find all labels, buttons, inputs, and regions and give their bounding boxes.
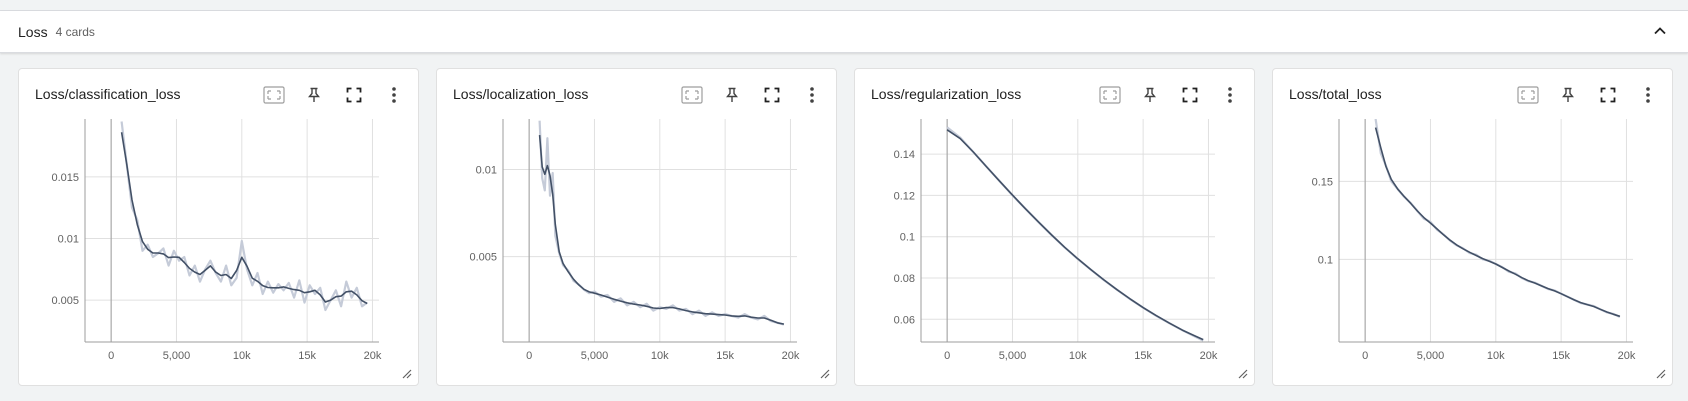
- y-tick-label: 0.005: [469, 252, 497, 264]
- more-vert-icon: [810, 87, 814, 103]
- card-title: Loss/regularization_loss: [871, 86, 1022, 102]
- y-tick-label: 0.01: [476, 165, 497, 177]
- y-tick-label: 0.14: [894, 149, 915, 161]
- chart-card: Loss/localization_loss 0.005 0.01 0 5,000 10…: [436, 68, 837, 386]
- line-chart[interactable]: 0.1 0.15 0 5,000 10k 15k 20k: [1273, 114, 1672, 374]
- series-smoothed-line: [538, 135, 785, 325]
- x-tick-label: 20k: [1618, 350, 1636, 362]
- y-tick-label: 0.12: [894, 190, 915, 202]
- series-smoothed-line: [120, 132, 368, 305]
- resize-handle-icon[interactable]: [1654, 367, 1666, 379]
- x-tick-label: 15k: [716, 350, 734, 362]
- pin-button[interactable]: [298, 81, 330, 109]
- card-title: Loss/total_loss: [1289, 86, 1382, 102]
- more-options-button[interactable]: [796, 81, 828, 109]
- fullscreen-icon: [764, 87, 780, 103]
- fit-domain-icon: [681, 86, 703, 104]
- pin-button[interactable]: [716, 81, 748, 109]
- x-tick-label: 10k: [1487, 350, 1505, 362]
- y-tick-label: 0.08: [894, 273, 915, 285]
- x-tick-label: 15k: [1134, 350, 1152, 362]
- card-title: Loss/classification_loss: [35, 86, 181, 102]
- card-title: Loss/localization_loss: [453, 86, 589, 102]
- card-toolbar: [250, 81, 410, 109]
- more-vert-icon: [1646, 87, 1650, 103]
- pin-button[interactable]: [1552, 81, 1584, 109]
- x-tick-label: 20k: [1200, 350, 1218, 362]
- more-vert-icon: [392, 87, 396, 103]
- group-card-count: 4 cards: [55, 24, 95, 39]
- series-raw-line: [946, 126, 1204, 342]
- fullscreen-button[interactable]: [756, 81, 788, 109]
- resize-handle-icon[interactable]: [400, 367, 412, 379]
- y-tick-label: 0.15: [1312, 176, 1333, 188]
- chevron-up-icon: [1654, 27, 1666, 35]
- fullscreen-button[interactable]: [1592, 81, 1624, 109]
- y-tick-label: 0.1: [1318, 254, 1333, 266]
- pin-icon: [726, 87, 738, 102]
- fit-domain-button[interactable]: [258, 81, 290, 109]
- fit-domain-icon: [263, 86, 285, 104]
- y-tick-label: 0.1: [900, 232, 915, 244]
- group-title: Loss: [18, 23, 48, 40]
- x-tick-label: 10k: [233, 350, 251, 362]
- x-tick-label: 10k: [1069, 350, 1087, 362]
- card-toolbar: [668, 81, 828, 109]
- resize-handle-icon[interactable]: [818, 367, 830, 379]
- x-tick-label: 0: [526, 350, 532, 362]
- x-tick-label: 5,000: [581, 350, 609, 362]
- pin-icon: [1562, 87, 1574, 102]
- series-smoothed-line: [946, 129, 1204, 341]
- x-tick-label: 15k: [298, 350, 316, 362]
- x-tick-label: 0: [944, 350, 950, 362]
- fullscreen-button[interactable]: [1174, 81, 1206, 109]
- collapse-button[interactable]: [1648, 19, 1672, 43]
- x-tick-label: 15k: [1552, 350, 1570, 362]
- y-tick-label: 0.015: [51, 172, 79, 184]
- y-tick-label: 0.01: [58, 234, 79, 246]
- series-raw-line: [1374, 119, 1621, 318]
- y-tick-label: 0.005: [51, 295, 79, 307]
- x-tick-label: 0: [108, 350, 114, 362]
- card-toolbar: [1086, 81, 1246, 109]
- series-raw-line: [120, 121, 368, 312]
- more-options-button[interactable]: [1632, 81, 1664, 109]
- group-header[interactable]: Loss 4 cards: [0, 11, 1688, 53]
- top-strip: [0, 0, 1688, 11]
- series-smoothed-line: [1374, 127, 1621, 318]
- fullscreen-icon: [1182, 87, 1198, 103]
- fullscreen-button[interactable]: [338, 81, 370, 109]
- line-chart[interactable]: 0.005 0.01 0.015 0 5,000 10k 15k 20k: [19, 114, 418, 374]
- resize-handle-icon[interactable]: [1236, 367, 1248, 379]
- more-options-button[interactable]: [378, 81, 410, 109]
- chart-card: Loss/classification_loss 0.005 0.01 0.015 0…: [18, 68, 419, 386]
- x-tick-label: 20k: [782, 350, 800, 362]
- pin-icon: [1144, 87, 1156, 102]
- x-tick-label: 5,000: [999, 350, 1027, 362]
- fit-domain-icon: [1517, 86, 1539, 104]
- fit-domain-icon: [1099, 86, 1121, 104]
- x-tick-label: 0: [1362, 350, 1368, 362]
- x-tick-label: 20k: [364, 350, 382, 362]
- series-raw-line: [538, 120, 785, 326]
- card-toolbar: [1504, 81, 1664, 109]
- fit-domain-button[interactable]: [1512, 81, 1544, 109]
- line-chart[interactable]: 0.06 0.08 0.1 0.12 0.14 0 5,000 10k 15k 20k: [855, 114, 1254, 374]
- fullscreen-icon: [346, 87, 362, 103]
- more-vert-icon: [1228, 87, 1232, 103]
- chart-card: Loss/total_loss 0.1 0.15 0 5,000 10k 15k 20k: [1272, 68, 1673, 386]
- x-tick-label: 5,000: [163, 350, 191, 362]
- fit-domain-button[interactable]: [1094, 81, 1126, 109]
- fit-domain-button[interactable]: [676, 81, 708, 109]
- fullscreen-icon: [1600, 87, 1616, 103]
- chart-card: Loss/regularization_loss 0.06 0.08 0.1 0.12…: [854, 68, 1255, 386]
- y-tick-label: 0.06: [894, 314, 915, 326]
- x-tick-label: 5,000: [1417, 350, 1445, 362]
- pin-button[interactable]: [1134, 81, 1166, 109]
- more-options-button[interactable]: [1214, 81, 1246, 109]
- line-chart[interactable]: 0.005 0.01 0 5,000 10k 15k 20k: [437, 114, 836, 374]
- pin-icon: [308, 87, 320, 102]
- x-tick-label: 10k: [651, 350, 669, 362]
